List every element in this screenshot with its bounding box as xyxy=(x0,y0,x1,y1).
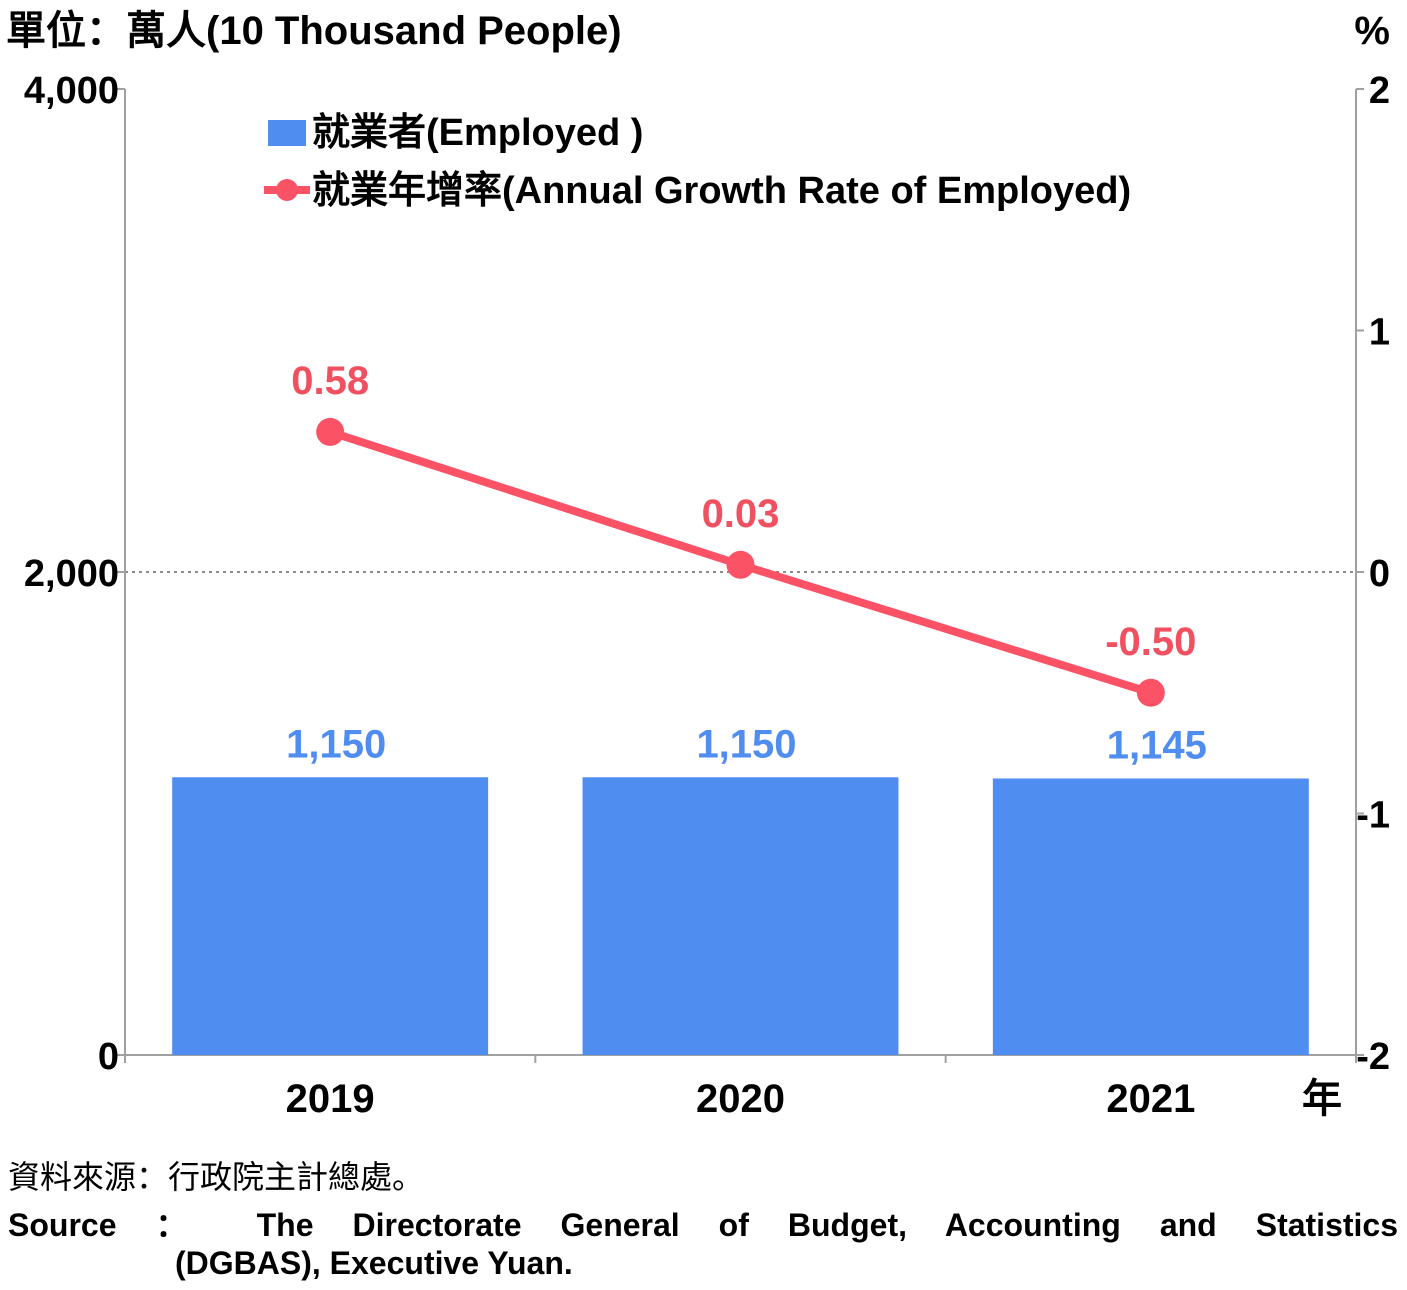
bar-value-label: 1,150 xyxy=(696,722,796,766)
legend-bar-label: 就業者(Employed ) xyxy=(312,112,643,154)
legend-bar-swatch xyxy=(268,120,306,146)
x-unit-label: 年 xyxy=(1302,1077,1342,1121)
data-labels: 1,150 1,150 1,145 0.58 0.03 -0.50 xyxy=(286,359,1207,768)
x-axis-tick-label: 2020 xyxy=(696,1077,785,1121)
growth-line xyxy=(316,417,1165,707)
right-axis-tick-label: 2 xyxy=(1369,70,1390,112)
growth-point-2019 xyxy=(316,417,345,446)
source-en-line1: Source ： The Directorate General of Budg… xyxy=(8,1207,1398,1243)
bar-2020 xyxy=(582,777,899,1055)
growth-point-2021 xyxy=(1136,678,1165,707)
bar-value-label: 1,150 xyxy=(286,722,386,766)
axes: 0 2,000 4,000 -2 -1 0 1 2 2019 2020 2021 xyxy=(24,70,1390,1121)
left-axis-tick-label: 2,000 xyxy=(24,553,119,595)
bar-value-label: 1,145 xyxy=(1107,723,1207,767)
source-zh: 資料來源：行政院主計總處。 xyxy=(8,1159,425,1195)
legend: 就業者(Employed ) 就業年增率(Annual Growth Rate o… xyxy=(264,112,1131,212)
right-axis-tick-label: -2 xyxy=(1356,1036,1390,1078)
left-unit-label: 單位：萬人(10 Thousand People) xyxy=(6,9,622,53)
right-unit-label: % xyxy=(1354,9,1390,53)
employment-chart: 單位：萬人(10 Thousand People) % 0 2,000 4,000 -… xyxy=(6,9,1390,1121)
right-axis-tick-label: -1 xyxy=(1356,795,1390,837)
x-axis-tick-label: 2019 xyxy=(286,1077,375,1121)
growth-value-label: 0.03 xyxy=(702,492,780,536)
growth-value-label: -0.50 xyxy=(1105,620,1196,664)
growth-value-label: 0.58 xyxy=(291,359,369,403)
right-axis-tick-label: 1 xyxy=(1369,312,1390,354)
x-axis-tick-label: 2021 xyxy=(1106,1077,1195,1121)
source-en-line2: (DGBAS), Executive Yuan. xyxy=(175,1245,573,1281)
growth-point-2020 xyxy=(726,550,755,579)
left-axis-tick-label: 0 xyxy=(98,1036,119,1078)
bar-2019 xyxy=(172,777,489,1055)
legend-line-marker xyxy=(276,179,298,201)
legend-line-label: 就業年增率(Annual Growth Rate of Employed) xyxy=(312,170,1131,212)
right-axis-tick-label: 0 xyxy=(1369,553,1390,595)
bars xyxy=(172,777,1309,1055)
bar-2021 xyxy=(992,778,1309,1055)
left-axis-tick-label: 4,000 xyxy=(24,70,119,112)
